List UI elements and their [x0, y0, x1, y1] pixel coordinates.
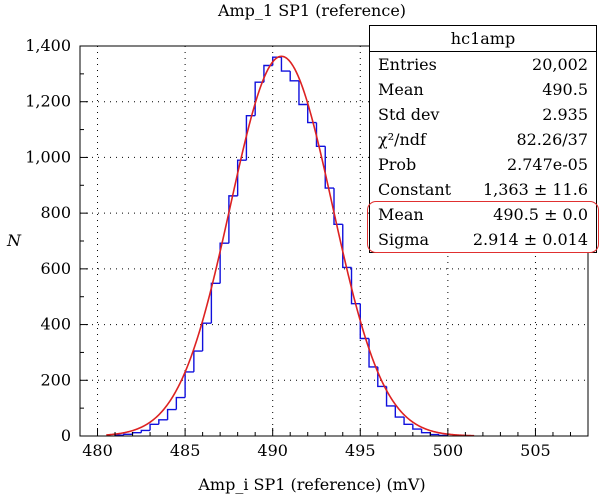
stats-row-std-dev: Std dev 2.935: [370, 102, 596, 127]
histogram-bin: [184, 371, 194, 398]
y-tick-label: 600: [40, 259, 71, 278]
histogram-bars: [114, 56, 449, 437]
stats-label: Entries: [378, 55, 437, 74]
y-tick-label: 400: [40, 315, 71, 334]
histogram-bin: [438, 434, 448, 437]
histogram-bin: [350, 267, 361, 305]
histogram-bin: [394, 405, 405, 418]
stats-value: 1,363 ± 11.6: [482, 180, 588, 199]
histogram-bin: [324, 146, 334, 189]
y-tick-label: 1,000: [25, 147, 71, 166]
x-tick-label: 490: [257, 441, 288, 460]
stats-row-entries: Entries 20,002: [370, 52, 596, 77]
histogram-bin: [342, 224, 352, 269]
stats-value: 20,002: [532, 55, 588, 74]
chart-title: Amp_1 SP1 (reference): [217, 1, 406, 20]
y-tick-label: 1,400: [25, 36, 71, 55]
stats-label: Constant: [378, 180, 452, 199]
x-tick-label: 480: [82, 441, 113, 460]
y-tick-label: 1,200: [25, 92, 71, 111]
stats-title: hc1amp: [370, 26, 596, 52]
histogram-bin: [193, 350, 203, 372]
histogram-bin: [166, 408, 177, 420]
histogram-bin: [123, 433, 133, 436]
histogram-bin: [228, 195, 238, 244]
histogram-bin: [420, 429, 431, 434]
stats-value: 490.5 ± 0.0: [493, 205, 588, 224]
y-axis-label: N: [6, 231, 22, 250]
y-tick-label: 800: [40, 203, 71, 222]
stats-label: Mean: [378, 80, 424, 99]
histogram-bin: [219, 242, 229, 284]
histogram-bin: [131, 431, 142, 435]
histogram-bin: [403, 417, 413, 425]
histogram-bin: [385, 386, 396, 407]
x-tick-label: 495: [345, 441, 376, 460]
y-tick-label: 0: [61, 426, 71, 445]
histogram-bin: [289, 71, 299, 82]
y-tick-label: 200: [40, 370, 71, 389]
histogram-bin: [236, 159, 247, 196]
stats-row-fit-mean: Mean 490.5 ± 0.0: [370, 202, 596, 227]
stats-row-prob: Prob 2.747e-05: [370, 152, 596, 177]
histogram-bin: [175, 396, 186, 410]
stats-row-fit-sigma: Sigma 2.914 ± 0.014: [370, 227, 596, 252]
stats-label: Prob: [378, 155, 417, 174]
gaussian-fit: [106, 55, 475, 437]
stats-box: hc1amp Entries 20,002 Mean 490.5 Std dev…: [367, 25, 599, 253]
histogram-bin: [333, 188, 343, 225]
stats-value: 2.747e-05: [506, 155, 588, 174]
histogram-bin: [245, 114, 256, 161]
histogram-bin: [158, 419, 168, 425]
stats-label: Mean: [378, 205, 424, 224]
x-tick-label: 505: [520, 441, 551, 460]
stats-row-constant: Constant 1,363 ± 11.6: [370, 177, 596, 202]
stats-label: χ²/ndf: [378, 130, 426, 149]
x-axis-label: Amp_i SP1 (reference) (mV): [197, 475, 425, 494]
fit-curve: [106, 55, 475, 437]
histogram-bin: [412, 424, 422, 430]
histogram-bin: [140, 429, 151, 433]
histogram-bin: [315, 122, 326, 147]
stats-row-mean: Mean 490.5: [370, 77, 596, 102]
x-tick-label: 500: [433, 441, 464, 460]
stats-value: 82.26/37: [516, 130, 588, 149]
axis-ticks: 480 485 490 495 500 505 0 200 400 600 800 1,000 1,20…: [25, 36, 589, 460]
stats-row-chi2-ndf: χ²/ndf 82.26/37: [370, 127, 596, 152]
histogram-bin: [201, 322, 212, 352]
histogram-bin: [298, 80, 308, 106]
histogram-bin: [280, 57, 291, 72]
histogram-bin: [210, 282, 221, 324]
x-tick-label: 485: [170, 441, 201, 460]
stats-label: Std dev: [378, 105, 440, 124]
stats-value: 490.5: [542, 80, 588, 99]
histogram-bin: [149, 423, 159, 431]
stats-value: 2.935: [542, 105, 588, 124]
stats-value: 2.914 ± 0.014: [472, 230, 588, 249]
stats-label: Sigma: [378, 230, 430, 249]
